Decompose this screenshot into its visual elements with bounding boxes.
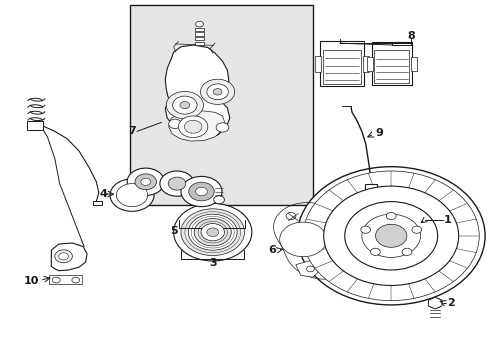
Circle shape: [116, 184, 147, 207]
Bar: [27, 121, 43, 130]
Circle shape: [72, 277, 80, 283]
Circle shape: [213, 196, 224, 204]
Circle shape: [52, 277, 60, 283]
Bar: [371, 42, 411, 85]
Text: 8: 8: [406, 31, 414, 41]
Bar: [129, 5, 312, 205]
Bar: [373, 50, 408, 83]
Polygon shape: [51, 243, 87, 271]
Text: 3: 3: [208, 258, 216, 268]
Circle shape: [168, 177, 185, 190]
Bar: [323, 50, 361, 84]
Polygon shape: [427, 297, 441, 309]
Circle shape: [401, 248, 411, 255]
Circle shape: [168, 119, 181, 129]
Circle shape: [213, 89, 222, 95]
Circle shape: [55, 250, 72, 263]
Circle shape: [110, 179, 154, 211]
Text: 6: 6: [268, 245, 276, 255]
Text: 9: 9: [375, 128, 383, 138]
Circle shape: [297, 167, 484, 305]
Circle shape: [206, 228, 218, 237]
Polygon shape: [295, 259, 320, 277]
Circle shape: [172, 96, 197, 114]
Bar: [194, 42, 204, 45]
Bar: [364, 184, 376, 191]
Bar: [410, 57, 416, 71]
Circle shape: [173, 203, 251, 261]
Circle shape: [285, 212, 295, 220]
Circle shape: [370, 248, 380, 255]
Circle shape: [180, 102, 189, 109]
Circle shape: [361, 214, 420, 257]
Bar: [320, 41, 364, 86]
Circle shape: [194, 219, 231, 246]
Circle shape: [135, 174, 156, 190]
Circle shape: [59, 253, 68, 260]
Circle shape: [344, 202, 437, 270]
Text: 2: 2: [447, 298, 454, 308]
Bar: [363, 56, 368, 72]
Circle shape: [427, 298, 441, 308]
Text: 4: 4: [100, 189, 107, 199]
Circle shape: [279, 222, 326, 257]
Circle shape: [188, 214, 237, 250]
Circle shape: [360, 226, 370, 233]
Polygon shape: [168, 111, 224, 141]
Text: 1: 1: [443, 215, 451, 225]
Bar: [315, 56, 321, 72]
Bar: [194, 37, 204, 40]
Circle shape: [166, 91, 203, 119]
Circle shape: [141, 178, 150, 185]
Bar: [49, 275, 82, 284]
Text: 7: 7: [128, 126, 136, 136]
Bar: [194, 28, 204, 31]
Circle shape: [206, 84, 228, 100]
Circle shape: [188, 182, 214, 201]
Circle shape: [178, 116, 207, 138]
Circle shape: [184, 120, 202, 133]
Polygon shape: [165, 45, 229, 139]
Circle shape: [160, 171, 194, 196]
Text: 5: 5: [170, 226, 178, 236]
Bar: [366, 57, 372, 71]
Circle shape: [200, 79, 234, 104]
Bar: [93, 201, 102, 205]
Circle shape: [195, 187, 207, 196]
Circle shape: [195, 21, 203, 27]
Circle shape: [216, 123, 228, 132]
Circle shape: [181, 176, 222, 207]
Bar: [194, 32, 204, 36]
Circle shape: [127, 168, 164, 195]
Circle shape: [323, 186, 458, 285]
Circle shape: [375, 224, 406, 247]
Circle shape: [411, 226, 421, 233]
Circle shape: [201, 224, 224, 241]
Text: 10: 10: [24, 276, 39, 286]
Circle shape: [306, 266, 314, 272]
Circle shape: [181, 209, 244, 256]
Circle shape: [386, 212, 395, 220]
Circle shape: [303, 171, 478, 301]
